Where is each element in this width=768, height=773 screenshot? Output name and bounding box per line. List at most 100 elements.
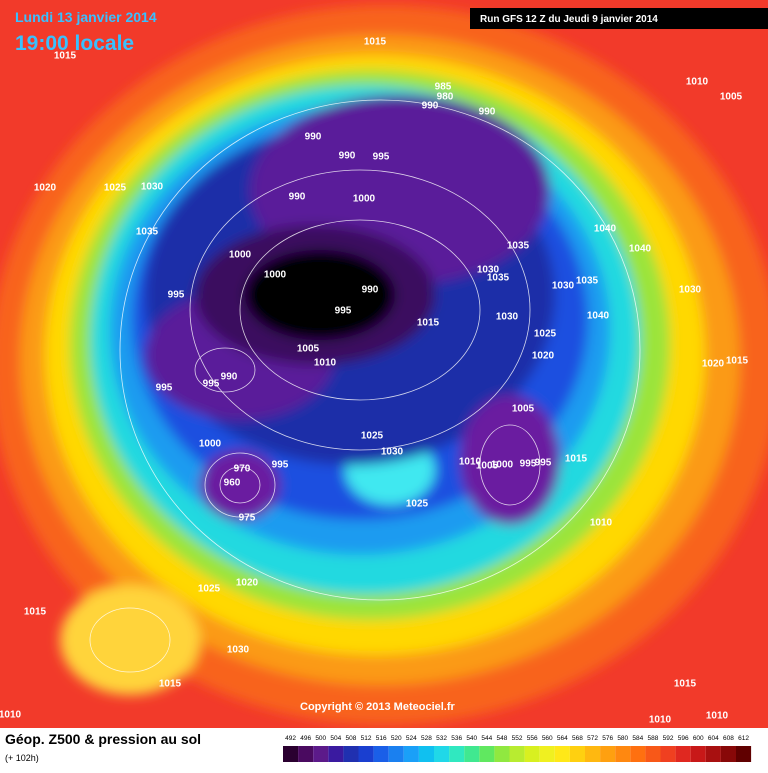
colorbar-label: 520	[391, 735, 402, 742]
colorbar-swatch	[539, 746, 555, 762]
colorbar-label: 572	[587, 735, 598, 742]
isobar-label: 1000	[229, 250, 252, 261]
colorbar-swatch	[328, 746, 344, 762]
geopotential-field	[0, 0, 768, 728]
colorbar-swatch	[736, 746, 752, 762]
isobar-label: 1015	[726, 356, 749, 367]
colorbar-label: 612	[738, 735, 749, 742]
colorbar-swatch	[373, 746, 389, 762]
colorbar-swatch	[283, 746, 299, 762]
isobar-label: 1010	[314, 358, 337, 369]
isobar-label: 1020	[702, 359, 725, 370]
isobar-label: 1030	[141, 182, 164, 193]
isobar-label: 1000	[491, 460, 514, 471]
colorbar-swatch	[494, 746, 510, 762]
colorbar-label: 544	[481, 735, 492, 742]
isobar-label: 970	[234, 464, 251, 475]
colorbar-swatch	[600, 746, 616, 762]
isobar-label: 1010	[686, 77, 709, 88]
colorbar-label: 516	[376, 735, 387, 742]
colorbar-swatch	[509, 746, 525, 762]
colorbar-swatch	[343, 746, 359, 762]
isobar-label: 995	[272, 460, 289, 471]
isobar-label: 990	[221, 372, 238, 383]
colorbar-swatch	[690, 746, 706, 762]
colorbar-label: 492	[285, 735, 296, 742]
isobar-label: 1015	[24, 607, 47, 618]
isobar-label: 1040	[629, 244, 652, 255]
isobar-label: 1020	[532, 351, 555, 362]
isobar-label: 1010	[706, 711, 729, 722]
isobar-label: 995	[156, 383, 173, 394]
isobar-label: 1015	[674, 679, 697, 690]
isobar-label: 990	[305, 132, 322, 143]
colorbar-swatch	[615, 746, 631, 762]
colorbar-swatch	[479, 746, 495, 762]
isobar-label: 1005	[297, 344, 320, 355]
colorbar-label: 540	[466, 735, 477, 742]
isobar-label: 1030	[381, 447, 404, 458]
colorbar-swatch	[434, 746, 450, 762]
forecast-date: Lundi 13 janvier 2014	[15, 9, 157, 25]
colorbar-label: 584	[632, 735, 643, 742]
isobar-label: 1010	[590, 518, 613, 529]
colorbar-label: 580	[617, 735, 628, 742]
isobar-label: 1040	[587, 311, 610, 322]
isobar-label: 990	[479, 107, 496, 118]
colorbar-swatch	[645, 746, 661, 762]
run-info: Run GFS 12 Z du Jeudi 9 janvier 2014	[480, 14, 658, 25]
colorbar-label: 504	[330, 735, 341, 742]
isobar-label: 975	[239, 513, 256, 524]
isobar-label: 1020	[236, 578, 259, 589]
map-title: Géop. Z500 & pression au sol	[5, 731, 201, 747]
colorbar-label: 524	[406, 735, 417, 742]
colorbar-swatch	[313, 746, 329, 762]
colorbar-label: 592	[663, 735, 674, 742]
colorbar-label: 536	[451, 735, 462, 742]
isobar-label: 990	[362, 285, 379, 296]
isobar-label: 995	[335, 306, 352, 317]
colorbar-swatch	[298, 746, 314, 762]
colorbar-label: 552	[512, 735, 523, 742]
isobar-label: 985	[435, 82, 452, 93]
colorbar-swatch	[524, 746, 540, 762]
lead-time: (+ 102h)	[5, 753, 39, 763]
isobar-label: 1005	[476, 461, 499, 472]
isobar-label: 1010	[649, 715, 672, 726]
isobar-label: 995	[535, 458, 552, 469]
isobar-label: 1040	[594, 224, 617, 235]
isobar-label: 1000	[199, 439, 222, 450]
isobar-label: 1005	[512, 404, 535, 415]
isobar-label: 1015	[565, 454, 588, 465]
isobar-label: 990	[422, 101, 439, 112]
colorbar-label: 568	[572, 735, 583, 742]
colorbar-label: 608	[723, 735, 734, 742]
isobar-label: 1030	[496, 312, 519, 323]
isobar-label: 960	[224, 478, 241, 489]
colorbar-label: 496	[300, 735, 311, 742]
isobar-label: 1000	[353, 194, 376, 205]
colorbar-swatch	[403, 746, 419, 762]
colorbar-label: 560	[542, 735, 553, 742]
run-box	[470, 8, 768, 29]
colorbar-swatch	[554, 746, 570, 762]
colorbar-swatch	[569, 746, 585, 762]
isobar-label: 1000	[264, 270, 287, 281]
isobar-label: 990	[289, 192, 306, 203]
colorbar-label: 512	[361, 735, 372, 742]
isobar-label: 1025	[104, 183, 127, 194]
colorbar: 492 496 500 504 508 512 516 520 524 528 532 536 540 5…	[283, 735, 752, 762]
isobar-label: 1025	[198, 584, 221, 595]
isobar-label: 1015	[417, 318, 440, 329]
colorbar-swatch	[464, 746, 480, 762]
isobar-label: 1035	[576, 276, 599, 287]
colorbar-label: 532	[436, 735, 447, 742]
colorbar-swatch	[449, 746, 465, 762]
forecast-time: 19:00 locale	[15, 32, 134, 55]
isobar-label: 995	[373, 152, 390, 163]
isobar-label: 1025	[534, 329, 557, 340]
isobar-label: 1005	[720, 92, 743, 103]
isobar-label: 1015	[54, 51, 77, 62]
isobar-label: 1025	[361, 431, 384, 442]
